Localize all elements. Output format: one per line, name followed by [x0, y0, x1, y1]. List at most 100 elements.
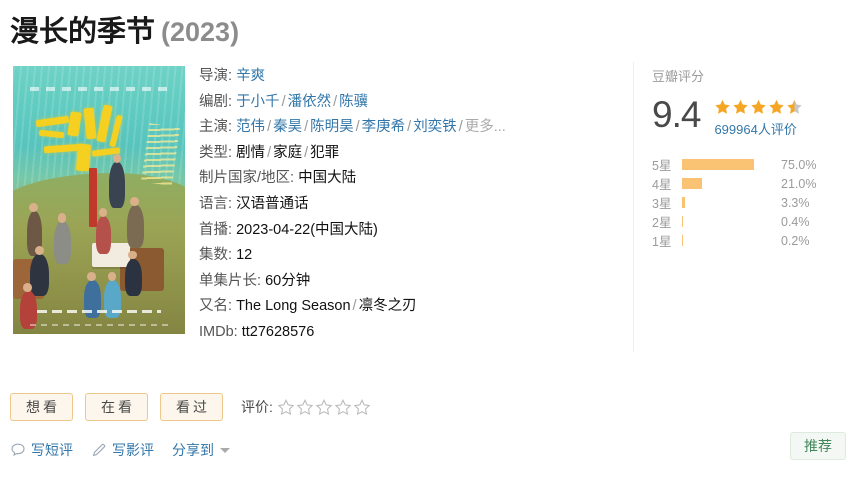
info-row: 语言: 汉语普通话 [199, 192, 619, 218]
info-value: 汉语普通话 [236, 195, 309, 212]
info-separator: / [352, 298, 357, 315]
rating-bar-track [682, 235, 778, 246]
info-value-link[interactable]: 陈明昊 [310, 119, 354, 136]
watching-button[interactable]: 在看 [85, 393, 148, 421]
recommend-button[interactable]: 推荐 [790, 432, 846, 460]
info-separator: / [458, 119, 463, 136]
rating-panel: 豆瓣评分 9.4 699964人评价 5星 75.0% 4星 21.0% 3星 3.3% 2… [633, 62, 856, 352]
rating-distribution: 5星 75.0% 4星 21.0% 3星 3.3% 2星 0.4% 1星 0.2% [652, 155, 856, 250]
info-separator: / [304, 144, 309, 161]
rating-bar-row: 1星 0.2% [652, 231, 856, 250]
star-full-icon [750, 99, 767, 115]
rating-bar-label: 2星 [652, 216, 672, 230]
poster-flag [88, 167, 98, 227]
rating-bar-track [682, 178, 778, 189]
write-comment-link[interactable]: 写短评 [10, 440, 73, 460]
poster-link[interactable] [13, 66, 185, 334]
speech-bubble-icon [10, 442, 26, 458]
user-rating-star[interactable] [277, 398, 295, 416]
info-row: 首播: 2023-04-22(中国大陆) [199, 218, 619, 244]
chevron-down-icon [220, 447, 230, 453]
rating-details: 699964人评价 [714, 96, 804, 139]
info-separator: / [281, 93, 286, 110]
rating-bar-percent: 21.0% [781, 176, 817, 191]
movie-info-list: 导演: 辛爽 编剧: 于小千 / 潘依然 / 陈骥 主演: 范伟 / 秦昊 / 陈明昊 / 李庚希 / 刘奕… [199, 64, 619, 346]
info-separator: / [407, 119, 412, 136]
info-value-link[interactable]: 刘奕铁 [413, 119, 457, 136]
info-row: 单集片长: 60分钟 [199, 269, 619, 295]
rating-bar-row: 5星 75.0% [652, 155, 856, 174]
rating-bar-row: 4星 21.0% [652, 174, 856, 193]
info-value-link[interactable]: 陈骥 [339, 93, 369, 110]
poster-fineprint [30, 323, 168, 326]
info-row-label: 首播: [199, 221, 237, 238]
user-rating-star[interactable] [315, 398, 333, 416]
info-value: 12 [236, 247, 253, 264]
user-rating-star[interactable] [353, 398, 371, 416]
want-to-watch-button[interactable]: 想看 [10, 393, 73, 421]
info-value: 中国大陆 [298, 170, 357, 187]
user-rating-star[interactable] [296, 398, 314, 416]
info-value-link[interactable]: 范伟 [236, 119, 266, 136]
rating-bar-label: 3星 [652, 197, 672, 211]
info-row: 又名: The Long Season / 凛冬之刃 [199, 294, 619, 320]
pencil-icon [91, 442, 107, 458]
rating-votes-link[interactable]: 699964人评价 [714, 122, 797, 137]
info-row-label: 又名: [199, 298, 237, 315]
poster-image [13, 66, 185, 334]
user-rating-star[interactable] [334, 398, 352, 416]
info-value: 剧情 [236, 144, 266, 161]
star-full-icon [714, 99, 731, 115]
movie-year: (2023) [161, 17, 240, 47]
page-title: 漫长的季节 (2023) [10, 8, 239, 50]
rating-summary: 9.4 699964人评价 [652, 96, 856, 139]
rate-label: 评价: [241, 399, 273, 415]
star-full-icon [768, 99, 785, 115]
info-value: tt27628576 [241, 323, 315, 340]
rating-stars [714, 99, 804, 115]
write-review-link[interactable]: 写影评 [91, 440, 154, 460]
write-review-label: 写影评 [112, 442, 154, 458]
info-value: The Long Season [236, 298, 351, 315]
info-value-link[interactable]: 潘依然 [287, 93, 332, 110]
rating-bar-row: 2星 0.4% [652, 212, 856, 231]
rating-bar-track [682, 159, 778, 170]
info-separator: / [333, 93, 338, 110]
rating-bar-percent: 75.0% [781, 157, 817, 172]
watched-button[interactable]: 看过 [160, 393, 223, 421]
info-separator: / [267, 119, 272, 136]
info-value: 60分钟 [265, 272, 311, 289]
info-row: 主演: 范伟 / 秦昊 / 陈明昊 / 李庚希 / 刘奕铁 / 更多... [199, 115, 619, 141]
rating-bar-track [682, 197, 778, 208]
info-more-link[interactable]: 更多... [464, 119, 506, 136]
info-row-label: 制片国家/地区: [199, 170, 299, 187]
rating-bar-track [682, 216, 778, 227]
info-value: 犯罪 [310, 144, 340, 161]
info-value-link[interactable]: 秦昊 [273, 119, 303, 136]
info-separator: / [304, 119, 309, 136]
share-dropdown[interactable]: 分享到 [172, 440, 230, 460]
info-value-link[interactable]: 于小千 [236, 93, 280, 110]
secondary-actions: 写短评 写影评 分享到 [10, 440, 248, 460]
interest-actions: 想看 在看 看过 评价: [10, 393, 372, 421]
user-rating-stars[interactable] [277, 398, 372, 416]
info-row-label: 主演: [199, 119, 237, 136]
info-value-link[interactable]: 辛爽 [236, 68, 266, 84]
rating-bar-row: 3星 3.3% [652, 193, 856, 212]
rating-bar-fill [682, 197, 686, 208]
info-row: 编剧: 于小千 / 潘依然 / 陈骥 [199, 90, 619, 116]
info-value: 凛冬之刃 [358, 298, 417, 315]
info-value-link[interactable]: 李庚希 [361, 119, 406, 136]
info-row-label: IMDb: [199, 323, 242, 340]
movie-title: 漫长的季节 [10, 16, 156, 48]
rating-bar-fill [682, 159, 754, 170]
rating-bar-percent: 0.2% [781, 233, 810, 248]
rating-bar-percent: 3.3% [781, 195, 810, 210]
poster-tagline [37, 309, 161, 313]
info-value: 2023-04-22(中国大陆) [236, 221, 378, 238]
info-row-label: 单集片长: [199, 272, 266, 289]
star-half-icon [786, 99, 803, 115]
rating-bar-percent: 0.4% [781, 214, 810, 229]
rating-bar-label: 4星 [652, 178, 672, 192]
